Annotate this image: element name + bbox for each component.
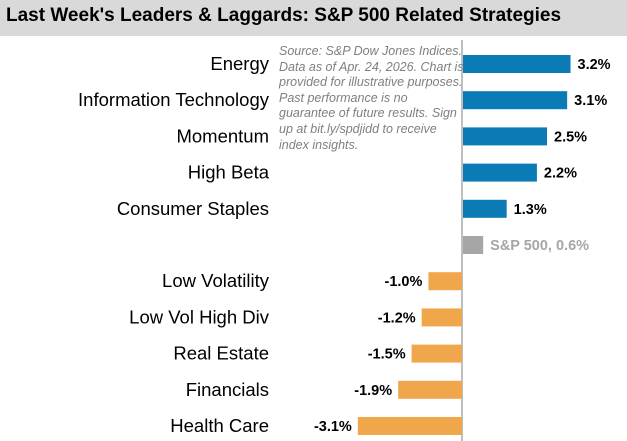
data-label-6: -1.0% xyxy=(385,274,423,290)
bar-1 xyxy=(463,91,568,110)
category-label-4: Consumer Staples xyxy=(117,198,269,219)
data-label-8: -1.5% xyxy=(368,347,406,363)
bar-0 xyxy=(463,55,571,73)
bar-5 xyxy=(463,236,484,254)
data-label-4: 1.3% xyxy=(514,202,547,218)
data-label-2: 2.5% xyxy=(554,129,587,145)
data-label-1: 3.1% xyxy=(574,93,607,109)
category-label-6: Low Volatility xyxy=(162,270,270,291)
chart-title: Last Week's Leaders & Laggards: S&P 500 … xyxy=(6,5,562,26)
category-label-3: High Beta xyxy=(188,162,270,183)
bar-8 xyxy=(411,344,462,363)
category-label-10: Health Care xyxy=(170,415,269,436)
category-label-8: Real Estate xyxy=(173,343,269,364)
bar-3 xyxy=(463,163,537,182)
bar-9 xyxy=(398,380,462,399)
bar-4 xyxy=(463,199,507,218)
category-label-2: Momentum xyxy=(176,125,269,146)
bar-2 xyxy=(463,127,547,146)
data-label-9: -1.9% xyxy=(354,383,392,399)
title-bar: Last Week's Leaders & Laggards: S&P 500 … xyxy=(0,0,627,36)
category-label-0: Energy xyxy=(210,53,269,74)
category-label-9: Financials xyxy=(186,379,269,400)
data-label-7: -1.2% xyxy=(378,310,416,326)
data-label-3: 2.2% xyxy=(544,166,577,182)
bar-10 xyxy=(357,417,462,435)
data-label-10: -3.1% xyxy=(314,419,352,435)
bar-6 xyxy=(428,272,462,291)
data-label-0: 3.2% xyxy=(578,57,611,73)
bar-7 xyxy=(421,308,462,327)
category-label-7: Low Vol High Div xyxy=(129,306,270,327)
data-label-5: S&P 500, 0.6% xyxy=(490,238,589,254)
source-note: Source: S&P Dow Jones Indices. Data as o… xyxy=(279,44,464,152)
category-label-1: Information Technology xyxy=(78,89,270,110)
